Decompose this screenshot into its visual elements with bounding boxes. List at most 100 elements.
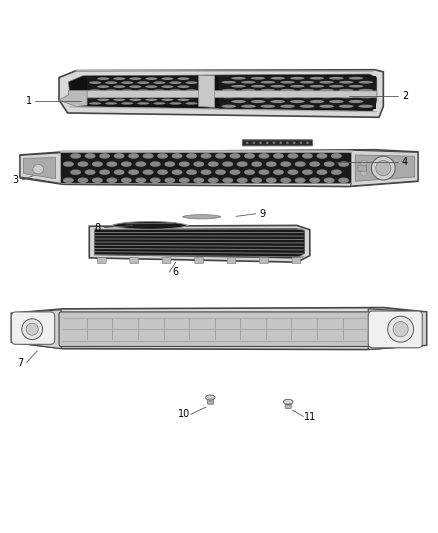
Circle shape bbox=[266, 142, 268, 144]
Ellipse shape bbox=[143, 169, 153, 175]
Ellipse shape bbox=[237, 161, 247, 167]
FancyBboxPatch shape bbox=[162, 257, 171, 263]
Polygon shape bbox=[11, 310, 61, 349]
Polygon shape bbox=[59, 91, 87, 107]
Ellipse shape bbox=[222, 81, 236, 84]
Ellipse shape bbox=[309, 177, 320, 183]
Ellipse shape bbox=[157, 153, 168, 159]
Ellipse shape bbox=[295, 161, 306, 167]
Ellipse shape bbox=[270, 100, 285, 103]
Ellipse shape bbox=[105, 95, 117, 98]
Ellipse shape bbox=[137, 102, 149, 104]
Ellipse shape bbox=[324, 177, 335, 183]
Ellipse shape bbox=[339, 104, 353, 108]
Ellipse shape bbox=[280, 89, 295, 92]
Circle shape bbox=[279, 142, 282, 144]
Ellipse shape bbox=[349, 100, 363, 103]
Ellipse shape bbox=[85, 153, 95, 159]
Ellipse shape bbox=[85, 169, 95, 175]
Polygon shape bbox=[368, 309, 427, 350]
Ellipse shape bbox=[193, 177, 204, 183]
Ellipse shape bbox=[251, 77, 265, 79]
Ellipse shape bbox=[114, 153, 124, 159]
Ellipse shape bbox=[300, 104, 314, 108]
Ellipse shape bbox=[105, 82, 117, 84]
Polygon shape bbox=[355, 155, 414, 181]
Ellipse shape bbox=[338, 177, 349, 183]
Ellipse shape bbox=[244, 153, 255, 159]
Ellipse shape bbox=[222, 104, 236, 108]
Text: 1: 1 bbox=[26, 96, 32, 106]
Ellipse shape bbox=[78, 161, 88, 167]
Ellipse shape bbox=[185, 90, 198, 92]
Ellipse shape bbox=[208, 177, 219, 183]
Ellipse shape bbox=[135, 161, 146, 167]
FancyBboxPatch shape bbox=[130, 257, 138, 263]
Circle shape bbox=[273, 142, 276, 144]
Ellipse shape bbox=[143, 153, 153, 159]
Ellipse shape bbox=[89, 102, 101, 104]
Ellipse shape bbox=[164, 177, 175, 183]
Ellipse shape bbox=[349, 85, 363, 87]
Ellipse shape bbox=[339, 89, 353, 92]
Ellipse shape bbox=[310, 85, 324, 87]
Ellipse shape bbox=[280, 95, 295, 99]
Ellipse shape bbox=[205, 395, 215, 400]
FancyBboxPatch shape bbox=[292, 257, 301, 263]
Ellipse shape bbox=[114, 169, 124, 175]
Ellipse shape bbox=[266, 177, 277, 183]
Ellipse shape bbox=[177, 77, 190, 80]
Ellipse shape bbox=[360, 171, 367, 176]
Ellipse shape bbox=[113, 99, 125, 101]
Ellipse shape bbox=[258, 153, 269, 159]
Ellipse shape bbox=[331, 169, 342, 175]
Ellipse shape bbox=[273, 169, 284, 175]
Ellipse shape bbox=[309, 161, 320, 167]
Ellipse shape bbox=[153, 82, 166, 84]
Polygon shape bbox=[89, 225, 310, 262]
Ellipse shape bbox=[179, 161, 190, 167]
Ellipse shape bbox=[172, 169, 183, 175]
Ellipse shape bbox=[137, 95, 149, 98]
Text: 8: 8 bbox=[95, 223, 101, 232]
Ellipse shape bbox=[300, 89, 314, 92]
FancyBboxPatch shape bbox=[11, 312, 55, 344]
Ellipse shape bbox=[241, 89, 256, 92]
Circle shape bbox=[300, 142, 302, 144]
Polygon shape bbox=[219, 76, 375, 92]
Ellipse shape bbox=[302, 153, 313, 159]
Ellipse shape bbox=[338, 161, 349, 167]
Polygon shape bbox=[68, 91, 377, 98]
FancyBboxPatch shape bbox=[195, 257, 203, 263]
Polygon shape bbox=[351, 150, 418, 186]
Ellipse shape bbox=[161, 85, 173, 88]
Ellipse shape bbox=[201, 153, 212, 159]
Ellipse shape bbox=[261, 95, 275, 99]
Ellipse shape bbox=[360, 160, 367, 166]
Ellipse shape bbox=[358, 95, 373, 99]
Ellipse shape bbox=[215, 153, 226, 159]
Ellipse shape bbox=[179, 177, 190, 183]
Ellipse shape bbox=[319, 95, 334, 99]
Ellipse shape bbox=[261, 81, 275, 84]
Ellipse shape bbox=[150, 177, 161, 183]
Ellipse shape bbox=[137, 90, 149, 92]
Ellipse shape bbox=[300, 81, 314, 84]
Ellipse shape bbox=[177, 85, 190, 88]
Ellipse shape bbox=[215, 169, 226, 175]
Polygon shape bbox=[199, 75, 215, 107]
Circle shape bbox=[246, 142, 248, 144]
Ellipse shape bbox=[170, 90, 181, 92]
FancyBboxPatch shape bbox=[59, 312, 371, 346]
Ellipse shape bbox=[280, 104, 295, 108]
Ellipse shape bbox=[92, 177, 103, 183]
Ellipse shape bbox=[290, 100, 304, 103]
FancyBboxPatch shape bbox=[242, 140, 312, 146]
Ellipse shape bbox=[261, 104, 275, 108]
Polygon shape bbox=[87, 77, 200, 93]
Ellipse shape bbox=[290, 77, 304, 79]
Text: 3: 3 bbox=[13, 175, 19, 185]
Ellipse shape bbox=[339, 81, 353, 84]
Ellipse shape bbox=[270, 77, 285, 79]
Ellipse shape bbox=[106, 177, 117, 183]
